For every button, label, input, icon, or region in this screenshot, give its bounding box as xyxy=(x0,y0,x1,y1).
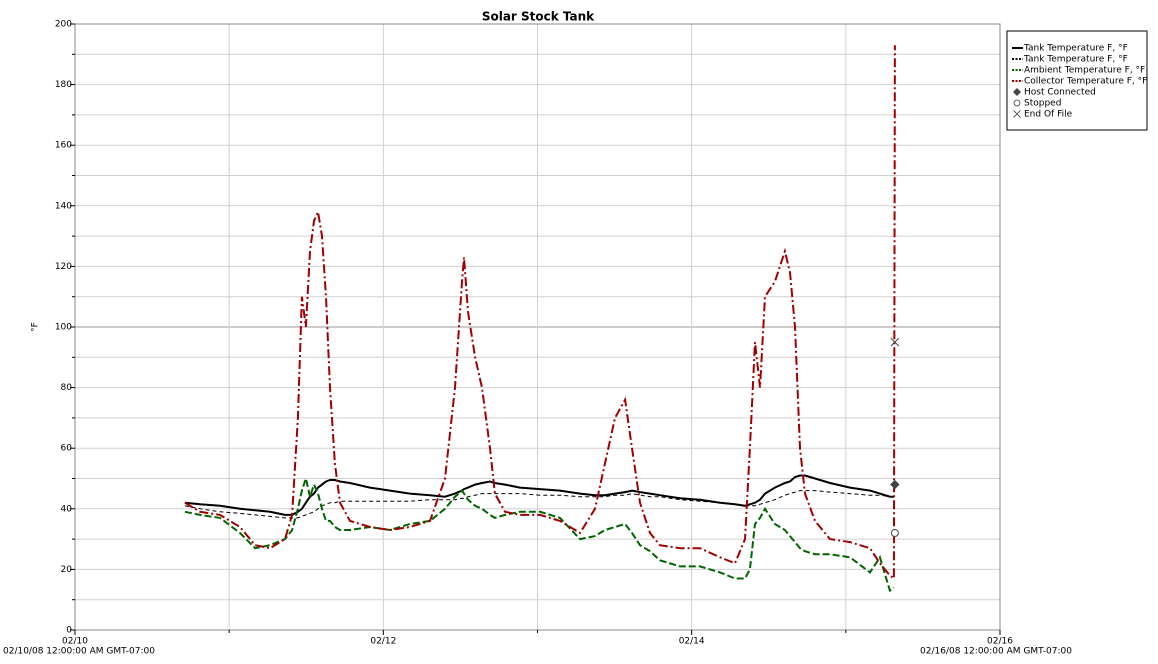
legend-symbol xyxy=(1012,87,1022,97)
legend-box xyxy=(1006,30,1148,131)
legend-label: Ambient Temperature F, °F xyxy=(1024,66,1145,76)
event-marker xyxy=(890,337,900,347)
y-tick-label: 60 xyxy=(61,444,73,454)
y-tick-label: 20 xyxy=(61,565,73,575)
legend-label: Tank Temperature F, °F xyxy=(1023,44,1128,54)
legend-label: End Of File xyxy=(1024,110,1073,120)
y-tick-label: 160 xyxy=(55,141,72,151)
event-marker xyxy=(890,529,899,538)
x-tick-label: 02/16 xyxy=(987,637,1013,647)
y-tick-label: 120 xyxy=(55,262,72,272)
x-tick-label: 02/14 xyxy=(679,637,705,647)
x-tick-label: 02/10 xyxy=(62,637,88,647)
series-line xyxy=(184,490,894,519)
chart-title: Solar Stock Tank xyxy=(482,10,595,24)
y-tick-label: 80 xyxy=(61,383,73,393)
series-line xyxy=(184,45,896,581)
y-tick-label: 140 xyxy=(55,201,72,211)
y-tick-label: 180 xyxy=(55,80,72,90)
x-tick-label: 02/12 xyxy=(370,637,396,647)
legend-label: Collector Temperature F, °F xyxy=(1024,77,1147,87)
y-tick-label: 100 xyxy=(55,323,72,333)
y-tick-label: 40 xyxy=(61,504,73,514)
event-marker xyxy=(890,479,900,490)
legend-symbol xyxy=(1013,110,1021,118)
legend-label: Tank Temperature F, °F xyxy=(1023,55,1128,65)
end-label: 02/16/08 12:00:00 AM GMT-07:00 xyxy=(920,647,1072,657)
y-tick-label: 200 xyxy=(55,20,72,30)
start-label: 02/10/08 12:00:00 AM GMT-07:00 xyxy=(3,647,155,657)
legend-symbol xyxy=(1013,99,1021,107)
legend-label: Host Connected xyxy=(1024,88,1096,98)
y-axis-label: °F xyxy=(31,322,41,332)
y-tick-label: 0 xyxy=(66,626,72,636)
series-line xyxy=(184,474,895,593)
legend-label: Stopped xyxy=(1024,99,1061,109)
